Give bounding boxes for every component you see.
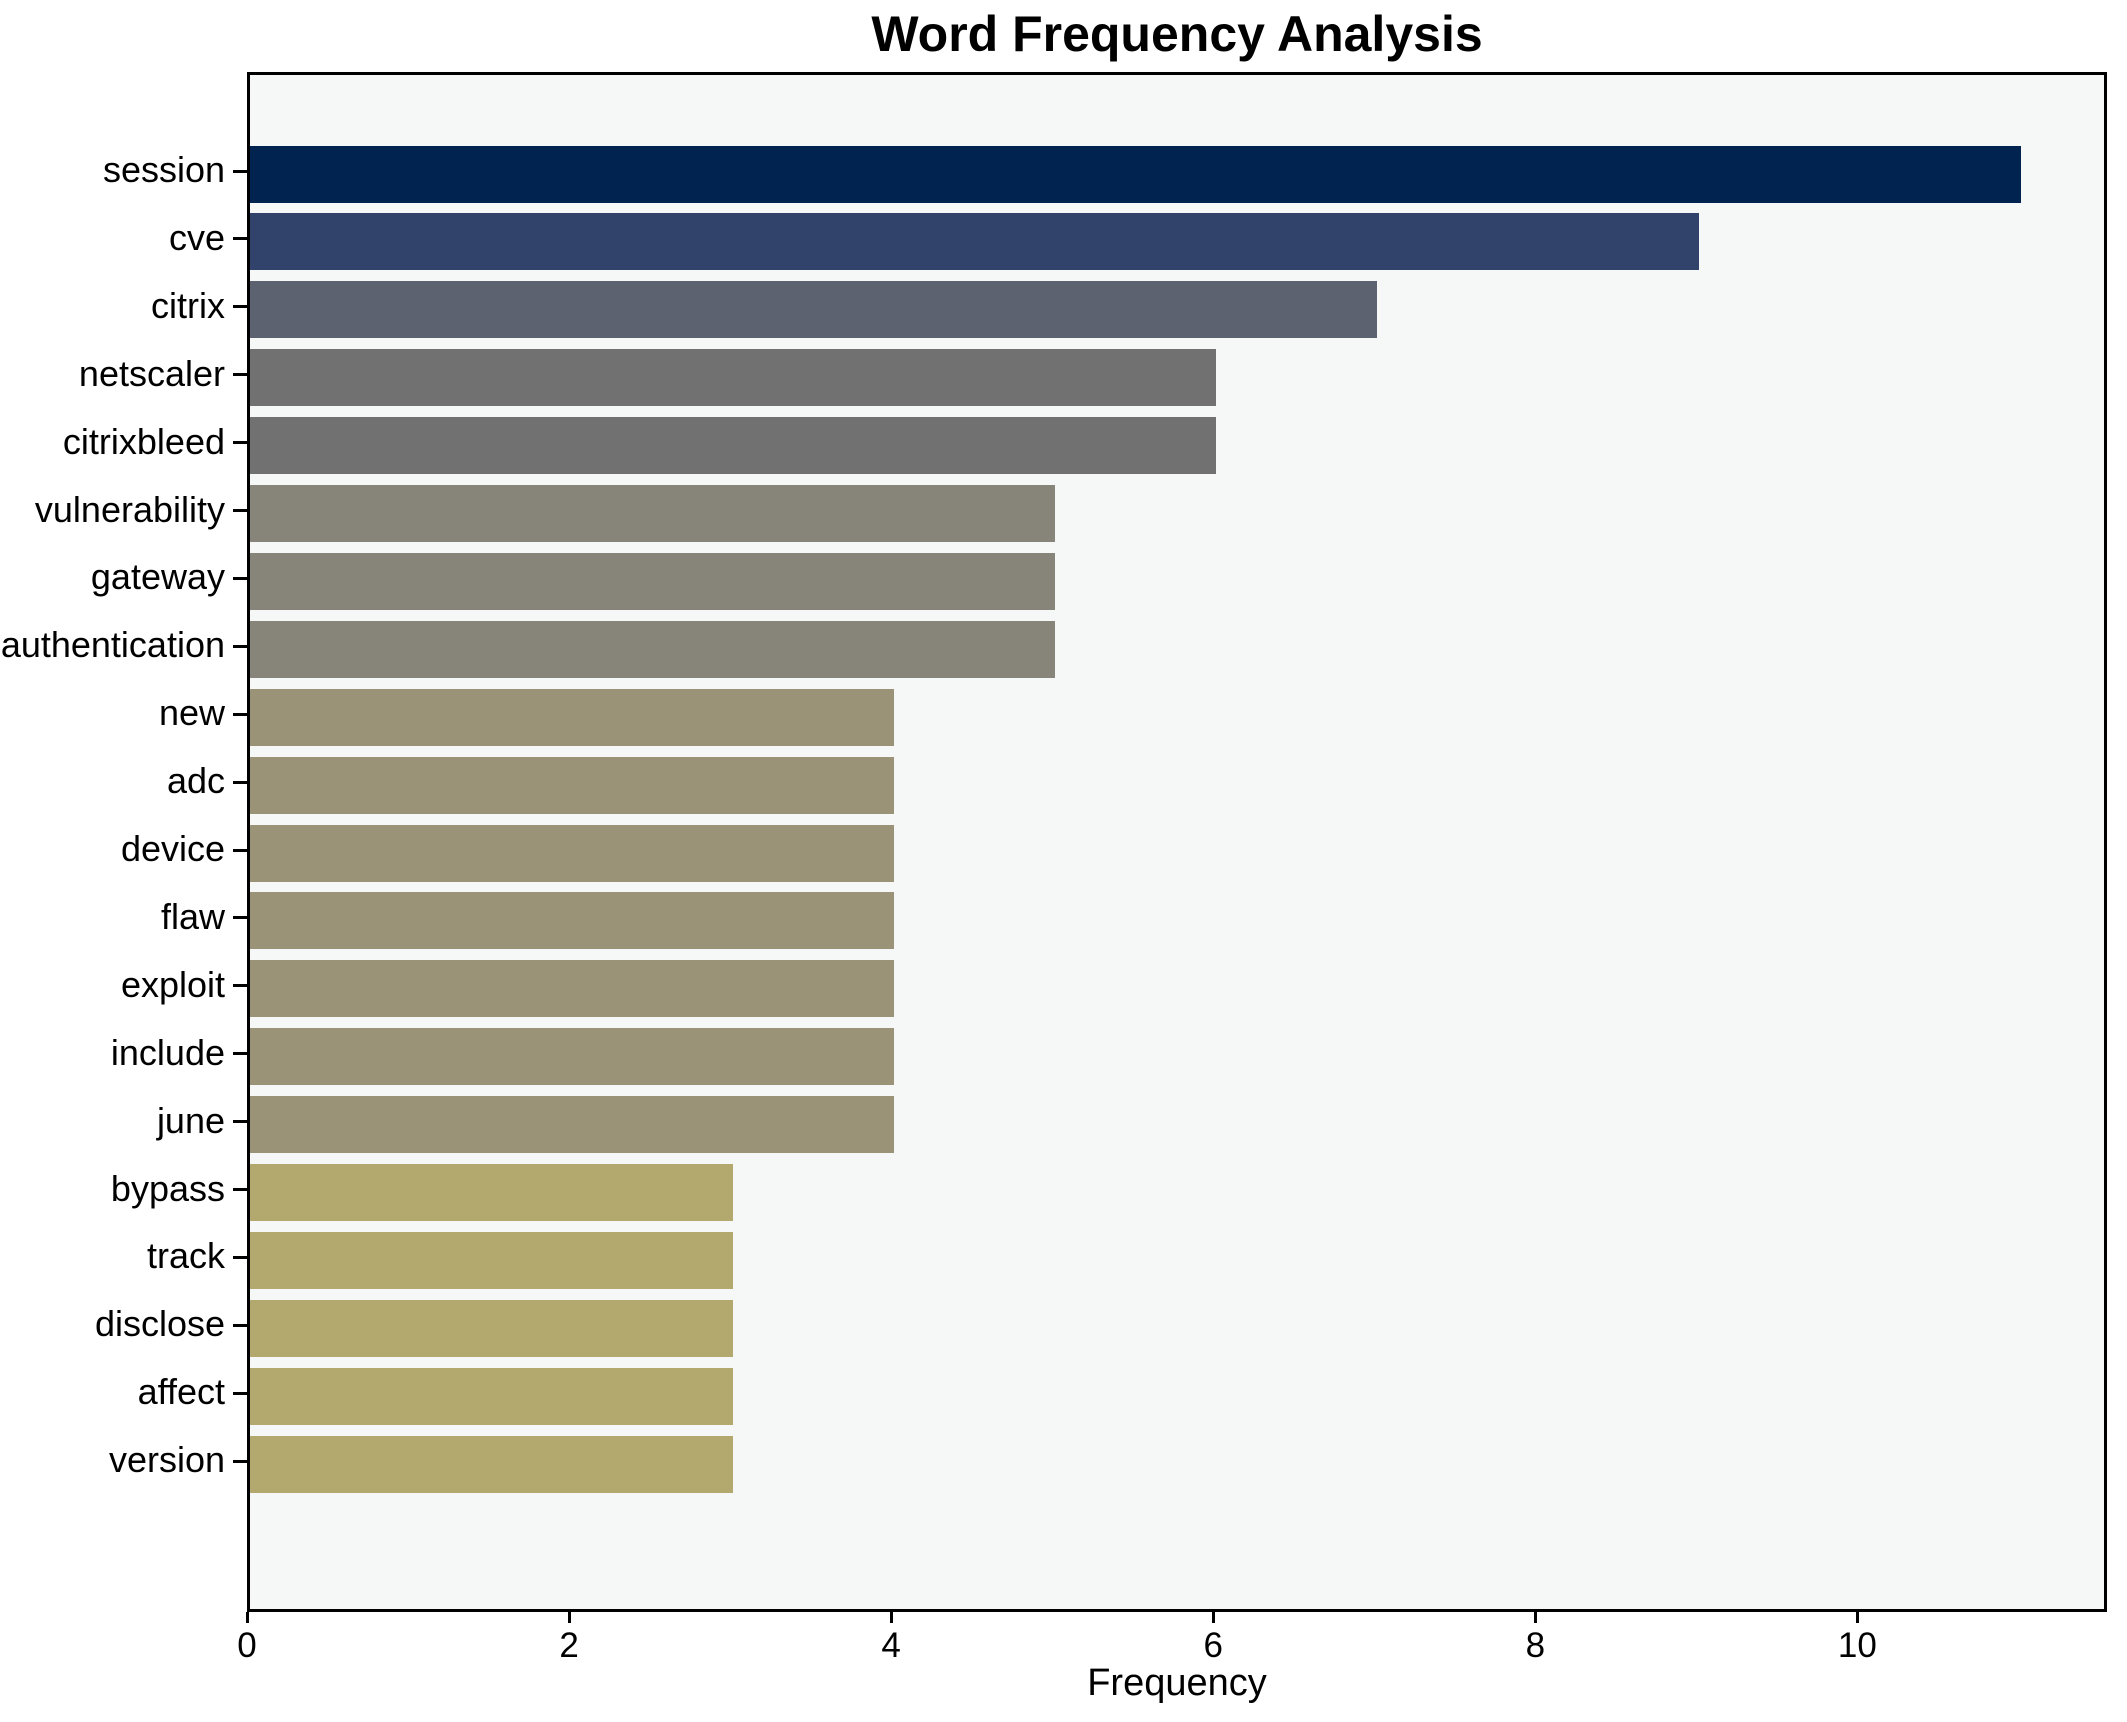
- y-tick-label-netscaler: netscaler: [78, 352, 225, 394]
- y-tick-label-session: session: [102, 149, 225, 191]
- y-tick-label-vulnerability: vulnerability: [34, 488, 225, 530]
- y-tick-label-bypass: bypass: [110, 1167, 225, 1209]
- y-tick-mark: [233, 169, 247, 173]
- y-tick-label-track: track: [146, 1235, 225, 1277]
- y-tick-mark: [233, 441, 247, 445]
- x-tick-mark: [1855, 1612, 1859, 1623]
- bar-citrix: [250, 281, 1378, 339]
- bar-disclose: [250, 1299, 734, 1357]
- y-tick-mark: [233, 644, 247, 648]
- y-tick-label-cve: cve: [168, 217, 225, 259]
- x-axis-title: Frequency: [1087, 1662, 1267, 1704]
- y-tick-label-affect: affect: [137, 1371, 225, 1413]
- y-tick-label-version: version: [108, 1439, 225, 1481]
- bar-june: [250, 1096, 895, 1154]
- bar-cve: [250, 213, 1700, 271]
- y-tick-label-new: new: [158, 692, 225, 734]
- bar-version: [250, 1435, 734, 1493]
- x-tick-label-8: 8: [1525, 1626, 1546, 1665]
- y-tick-label-exploit: exploit: [120, 963, 225, 1005]
- y-tick-mark: [233, 1323, 247, 1327]
- bar-authentication: [250, 620, 1056, 678]
- y-tick-label-device: device: [120, 828, 225, 870]
- chart-title: Word Frequency Analysis: [871, 6, 1483, 62]
- plot-area: [247, 72, 2107, 1612]
- y-tick-label-gateway: gateway: [90, 556, 225, 598]
- y-tick-mark: [233, 848, 247, 852]
- y-tick-label-disclose: disclose: [94, 1303, 225, 1345]
- y-tick-mark: [233, 305, 247, 309]
- y-tick-label-flaw: flaw: [160, 896, 225, 938]
- x-tick-label-4: 4: [881, 1626, 901, 1665]
- y-tick-label-citrixbleed: citrixbleed: [62, 420, 225, 462]
- bar-affect: [250, 1367, 734, 1425]
- y-tick-mark: [233, 509, 247, 512]
- bar-vulnerability: [250, 485, 1056, 542]
- x-tick-label-6: 6: [1203, 1626, 1223, 1665]
- y-tick-mark: [233, 237, 247, 241]
- y-tick-mark: [233, 1188, 247, 1191]
- x-tick-mark: [245, 1612, 249, 1623]
- bar-include: [250, 1028, 895, 1086]
- y-tick-mark: [233, 1459, 247, 1463]
- y-tick-mark: [233, 1391, 247, 1395]
- bar-new: [250, 688, 895, 746]
- x-tick-mark: [1533, 1612, 1537, 1623]
- y-tick-mark: [233, 916, 247, 920]
- y-tick-mark: [233, 1052, 247, 1056]
- bar-netscaler: [250, 349, 1217, 407]
- bar-gateway: [250, 552, 1056, 610]
- bar-session: [250, 145, 2022, 203]
- bar-exploit: [250, 960, 895, 1018]
- bar-device: [250, 824, 895, 882]
- y-tick-label-adc: adc: [166, 760, 225, 802]
- y-tick-mark: [233, 373, 247, 377]
- y-tick-label-authentication: authentication: [0, 624, 225, 666]
- x-tick-mark: [1211, 1612, 1215, 1623]
- bar-adc: [250, 756, 895, 814]
- bar-bypass: [250, 1164, 734, 1221]
- y-tick-label-include: include: [110, 1031, 225, 1073]
- x-tick-mark: [889, 1612, 893, 1623]
- y-tick-mark: [233, 984, 247, 988]
- y-tick-mark: [233, 780, 247, 784]
- y-tick-mark: [233, 1120, 247, 1124]
- x-tick-label-0: 0: [237, 1626, 257, 1665]
- y-tick-mark: [233, 712, 247, 716]
- x-tick-label-2: 2: [559, 1626, 579, 1665]
- y-tick-mark: [233, 1255, 247, 1259]
- y-tick-label-june: june: [156, 1099, 225, 1141]
- bar-track: [250, 1231, 734, 1289]
- bar-flaw: [250, 892, 895, 950]
- y-tick-mark: [233, 576, 247, 580]
- x-tick-mark: [567, 1612, 571, 1623]
- bar-citrixbleed: [250, 417, 1217, 475]
- y-tick-label-citrix: citrix: [151, 284, 225, 326]
- x-tick-label-10: 10: [1837, 1626, 1877, 1665]
